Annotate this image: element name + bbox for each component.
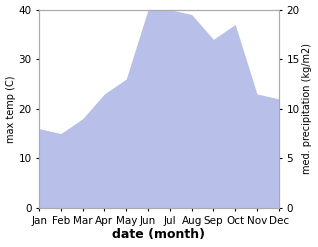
X-axis label: date (month): date (month) — [113, 228, 205, 242]
Y-axis label: med. precipitation (kg/m2): med. precipitation (kg/m2) — [302, 43, 313, 174]
Y-axis label: max temp (C): max temp (C) — [5, 75, 16, 143]
